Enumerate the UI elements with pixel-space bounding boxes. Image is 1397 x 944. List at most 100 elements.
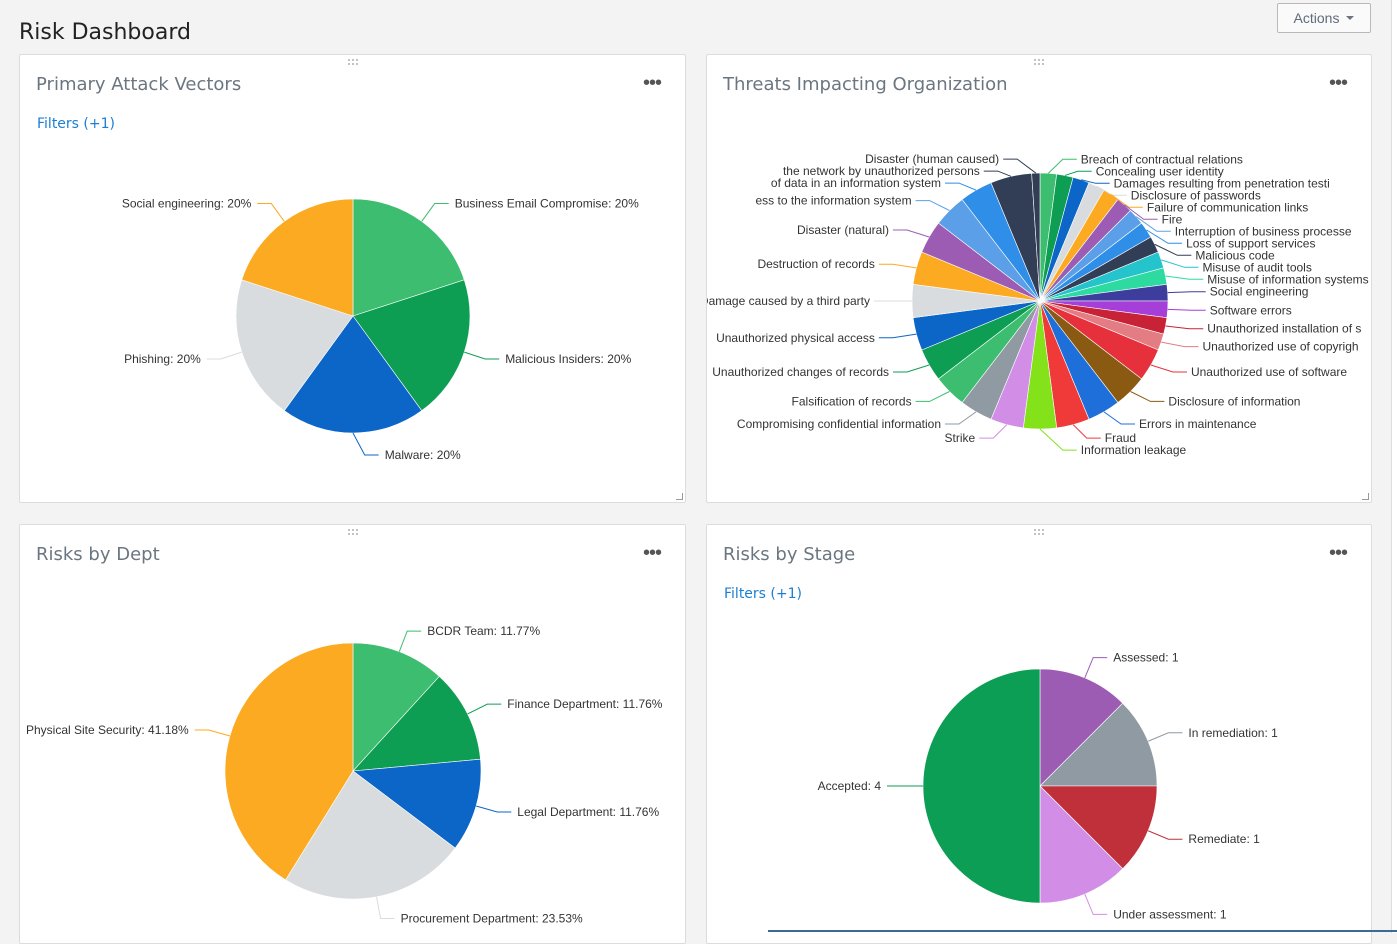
pie-slice[interactable] [352, 279, 471, 412]
leader-line [1167, 291, 1206, 294]
leader-line [1103, 411, 1135, 425]
slice-label: Accepted: 4 [818, 779, 882, 793]
leader-line [1161, 341, 1199, 348]
leader-line [983, 170, 1012, 177]
slice-label: Disaster (human caused) [865, 152, 999, 166]
slice-label: Social engineering: 20% [122, 197, 252, 211]
slice-label: Strike [945, 431, 976, 445]
resize-handle-icon[interactable] [676, 493, 683, 500]
slice-label: Malicious code [1195, 248, 1275, 262]
window-border [768, 930, 1397, 932]
slice-label: Unauthorized physical access [716, 331, 875, 345]
slice-label: Legal Department: 11.76% [517, 805, 659, 819]
leader-line [475, 805, 512, 813]
panel-threats-impacting-organization: Threats Impacting Organization ••• Breac… [706, 54, 1372, 503]
leader-line [1150, 364, 1187, 373]
pie-slice[interactable] [922, 668, 1041, 904]
slice-label: Unauthorized changes of records [712, 365, 889, 379]
pie-slice[interactable] [283, 315, 423, 434]
leader-line [1110, 194, 1143, 208]
slice-label: Information leakage [1081, 443, 1187, 457]
slice-label: In remediation: 1 [1188, 726, 1278, 740]
leader-line [1039, 428, 1077, 451]
slice-label: Misuse of audit tools [1202, 260, 1311, 274]
slice-label: Software errors [1210, 303, 1292, 317]
actions-label: Actions [1293, 10, 1340, 26]
filters-link[interactable]: Filters (+1) [37, 116, 115, 132]
leader-line [1147, 830, 1183, 840]
slice-label: ess to the information system [756, 194, 912, 208]
pie-slice[interactable] [235, 279, 354, 412]
slice-label: Malicious Insiders: 20% [505, 352, 631, 366]
slice-label: of data in an information system [771, 176, 941, 190]
drag-handle-icon[interactable] [346, 58, 359, 66]
slice-label: Social engineering [1210, 285, 1309, 299]
pie-slice[interactable] [285, 770, 456, 900]
pie-chart: Assessed: 1 In remediation: 1 Remediate: 1… [818, 651, 1279, 922]
slice-label: the network by unauthorized persons [783, 164, 980, 178]
pie-slice[interactable] [352, 758, 482, 849]
leader-line [878, 333, 917, 339]
slice-label: Fire [1162, 212, 1183, 226]
drag-handle-icon[interactable] [1033, 528, 1045, 536]
pie-slice[interactable] [352, 642, 440, 772]
leader-line [878, 263, 917, 269]
pie-slice[interactable] [1039, 702, 1158, 787]
pie-slice[interactable] [1039, 785, 1158, 870]
slice-label: Errors in maintenance [1139, 417, 1257, 431]
slice-label: Disclosure of passwords [1131, 188, 1261, 202]
drag-handle-icon[interactable] [1033, 58, 1045, 66]
leader-line [1146, 229, 1183, 244]
leader-line [194, 729, 231, 737]
slice-label: Procurement Department: 23.53% [401, 911, 583, 925]
leader-line [945, 182, 977, 191]
pie-slice[interactable] [1039, 785, 1124, 904]
window-edge [1391, 0, 1397, 933]
slice-label: Failure of communication links [1147, 200, 1308, 214]
leader-line [1003, 158, 1037, 174]
actions-button[interactable]: Actions [1277, 3, 1371, 33]
resize-handle-icon[interactable] [1362, 493, 1369, 500]
slice-label: Phishing: 20% [124, 352, 201, 366]
panel-title: Threats Impacting Organization [723, 74, 1008, 95]
leader-line [893, 364, 930, 373]
filters-link[interactable]: Filters (+1) [724, 586, 802, 602]
leader-line [1081, 179, 1110, 184]
leader-line [1072, 424, 1101, 439]
leader-line [1130, 391, 1165, 402]
slice-label: Unauthorized use of software [1191, 365, 1347, 379]
slice-label: Unauthorized use of copyrigh [1202, 340, 1358, 354]
leader-line [1167, 308, 1206, 311]
slice-label: Physical Site Security: 41.18% [26, 723, 189, 737]
leader-line [376, 896, 395, 919]
leader-line [915, 200, 950, 211]
pie-slice[interactable] [1039, 668, 1124, 787]
leader-line [1084, 657, 1108, 679]
pie-chart: Breach of contractual relationsConcealin… [707, 152, 1369, 457]
pie-slice[interactable] [352, 198, 465, 317]
slice-label: Disaster (natural) [797, 223, 889, 237]
panel-title: Primary Attack Vectors [36, 74, 242, 95]
caret-down-icon [1346, 16, 1355, 20]
leader-line [467, 703, 502, 715]
slice-label: Malware: 20% [385, 448, 461, 462]
leader-line [1048, 158, 1077, 174]
drag-handle-icon[interactable] [346, 528, 359, 536]
pie-slice[interactable] [352, 676, 481, 772]
slice-label: Under assessment: 1 [1113, 907, 1227, 921]
pie-chart: Business Email Compromise: 20% Malicious … [122, 197, 639, 462]
slice-label: BCDR Team: 11.77% [427, 624, 540, 638]
leader-line [1124, 204, 1158, 220]
panel-title: Risks by Dept [36, 544, 160, 565]
leader-line [257, 203, 285, 222]
leader-line [464, 351, 500, 360]
slice-label: Fraud [1105, 431, 1136, 445]
leader-line [893, 229, 930, 238]
leader-line [979, 424, 1008, 439]
leader-line [915, 391, 950, 402]
leader-line [421, 203, 449, 222]
slice-label: Unauthorized installation of s [1207, 322, 1361, 336]
pie-slice[interactable] [241, 198, 354, 317]
slice-label: Remediate: 1 [1188, 832, 1260, 846]
slice-label: Disclosure of information [1168, 394, 1300, 408]
